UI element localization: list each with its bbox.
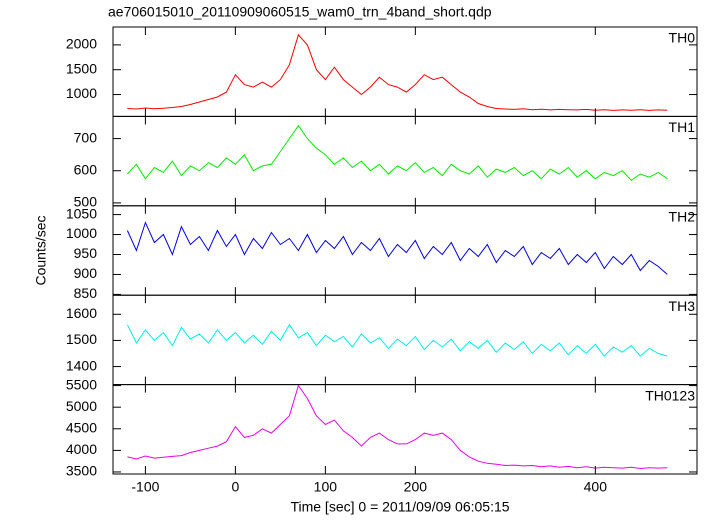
chart-title: ae706015010_20110909060515_wam0_trn_4ban… — [108, 4, 492, 20]
x-axis-label: Time [sec] 0 = 2011/09/09 06:05:15 — [290, 499, 509, 515]
x-tick-label: 100 — [314, 479, 338, 495]
data-line — [126, 323, 668, 357]
y-tick-label: 3500 — [66, 463, 97, 479]
y-tick-label: 600 — [74, 161, 98, 177]
y-tick-label: 950 — [74, 245, 98, 261]
y-tick-label: 1050 — [66, 205, 97, 221]
y-tick-label: 5000 — [66, 398, 97, 414]
panel-frame — [112, 384, 698, 475]
panel-label: TH1 — [669, 119, 696, 135]
data-line — [126, 221, 668, 275]
panel-label: TH2 — [669, 209, 696, 225]
data-line — [127, 384, 668, 470]
y-tick-label: 1000 — [66, 85, 97, 101]
y-axis-label: Counts/sec — [33, 215, 49, 285]
y-tick-label: 500 — [74, 194, 98, 210]
panel-label: TH0 — [669, 30, 696, 46]
y-tick-label: 1500 — [66, 60, 97, 76]
y-tick-label: 5500 — [66, 376, 97, 392]
y-tick-label: 1400 — [66, 357, 97, 373]
x-tick-label: 0 — [231, 479, 239, 495]
y-tick-label: 900 — [74, 265, 98, 281]
x-tick-label: 200 — [404, 479, 428, 495]
y-tick-label: 4500 — [66, 419, 97, 435]
data-line — [127, 33, 668, 111]
y-tick-label: 2000 — [66, 36, 97, 52]
x-tick-label: -100 — [131, 479, 159, 495]
y-tick-label: 1000 — [66, 225, 97, 241]
y-tick-label: 700 — [74, 129, 98, 145]
panel-label: TH0123 — [645, 387, 695, 403]
y-tick-label: 1600 — [66, 305, 97, 321]
y-tick-label: 850 — [74, 285, 98, 301]
data-line — [127, 124, 668, 182]
x-tick-label: 400 — [584, 479, 608, 495]
y-tick-label: 4000 — [66, 441, 97, 457]
y-tick-label: 1500 — [66, 331, 97, 347]
panel-label: TH3 — [669, 298, 696, 314]
